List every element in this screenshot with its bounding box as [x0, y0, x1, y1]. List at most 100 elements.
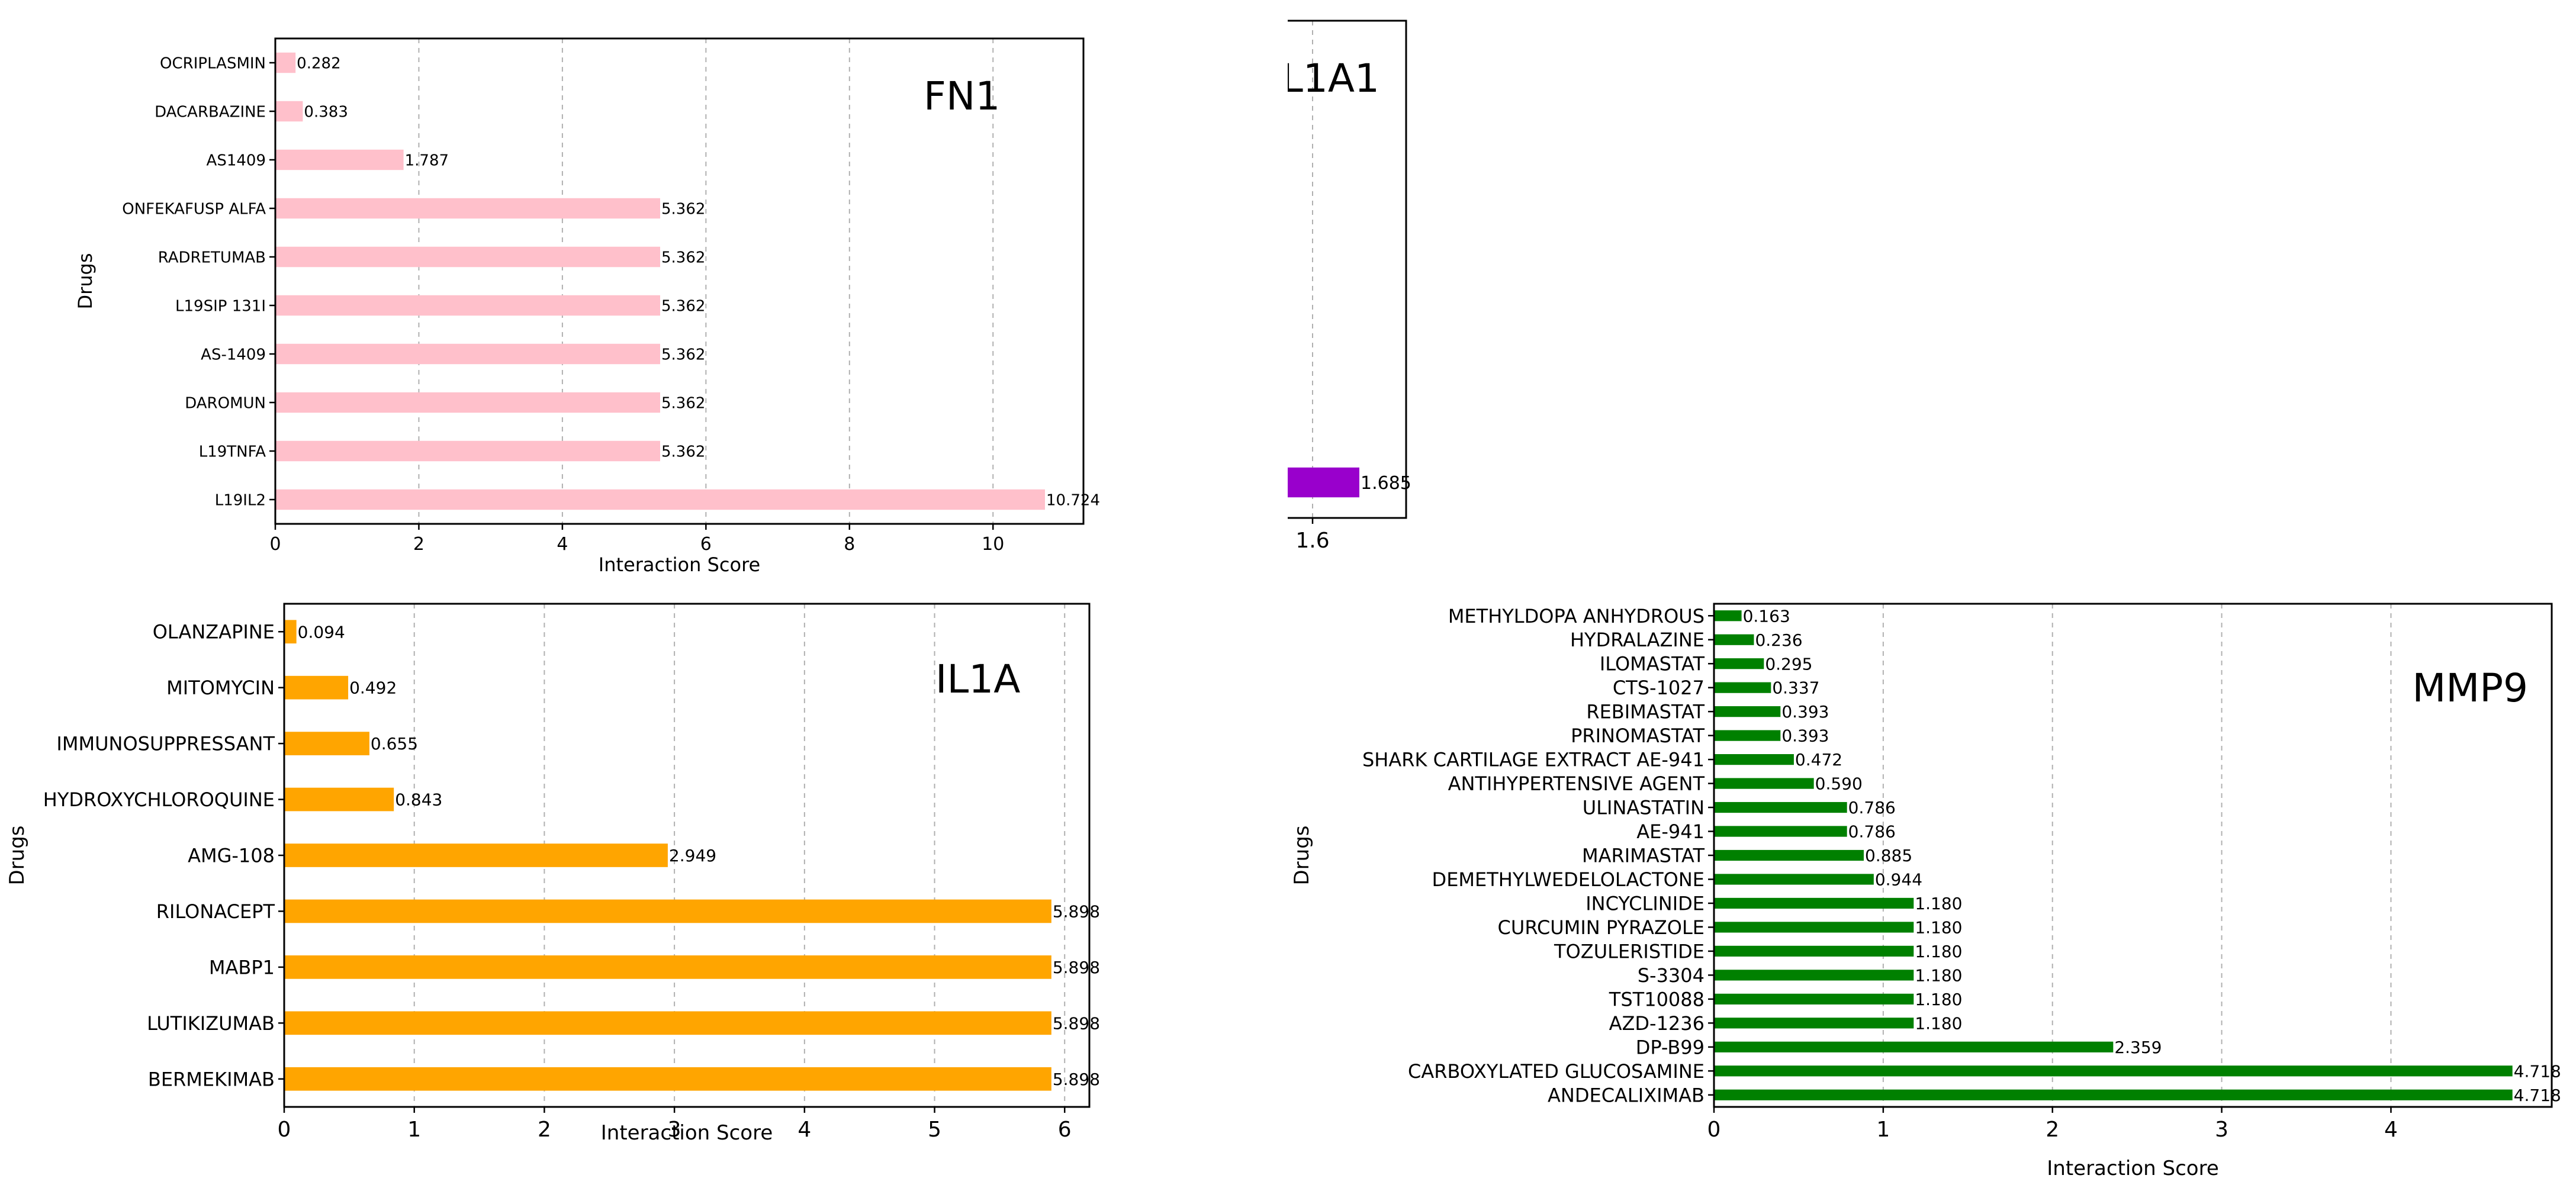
il1a-category-label: BERMEKIMAB	[148, 1068, 275, 1090]
mmp9-category-label: DP-B99	[1636, 1036, 1705, 1058]
il1a-x-tick-label: 6	[1058, 1118, 1072, 1142]
mmp9-svg: 0 1 2 3 4 METHYLDOPA ANHYDROUS 0.163 HYDRALAZIN…	[1290, 603, 2561, 1180]
fn1-bar	[275, 489, 1046, 510]
mmp9-bar	[1714, 826, 1847, 837]
mmp9-value-label: 0.590	[1815, 774, 1863, 794]
fn1-value-label: 5.362	[661, 443, 705, 461]
il1a-category-label: MABP1	[209, 956, 275, 978]
col1a1-value-label: 1.685	[1361, 473, 1411, 494]
mmp9-category-label: DEMETHYLWEDELOLACTONE	[1432, 868, 1705, 891]
mmp9-value-label: 4.718	[2514, 1061, 2561, 1081]
il1a-category-label: IMMUNOSUPPRESSANT	[56, 733, 275, 755]
mmp9-category-label: AZD-1236	[1609, 1012, 1705, 1035]
il1a-bar	[284, 675, 349, 700]
mmp9-value-label: 1.180	[1915, 965, 1962, 985]
mmp9-category-label: ULINASTATIN	[1583, 797, 1705, 819]
il1a-category-label: HYDROXYCHLOROQUINE	[43, 788, 275, 811]
mmp9-bar	[1714, 1041, 2114, 1052]
fn1-value-label: 5.362	[661, 394, 705, 412]
il1a-value-label: 0.655	[371, 734, 418, 754]
mmp9-value-label: 0.944	[1875, 870, 1922, 890]
mmp9-value-label: 1.180	[1915, 990, 1962, 1009]
mmp9-y-axis-label: Drugs	[1290, 825, 1314, 885]
mmp9-value-label: 2.359	[2114, 1038, 2162, 1057]
fn1-category-label: RADRETUMAB	[158, 249, 266, 266]
mmp9-category-label: CURCUMIN PYRAZOLE	[1498, 916, 1705, 939]
il1a-gene-label: IL1A	[935, 656, 1020, 702]
fn1-category-label: OCRIPLASMIN	[160, 54, 266, 72]
mmp9-category-label: ILOMASTAT	[1600, 653, 1705, 675]
fn1-bar	[275, 295, 661, 316]
mmp9-value-label: 1.180	[1915, 942, 1962, 961]
mmp9-value-label: 1.180	[1915, 1013, 1962, 1033]
fn1-category-label: L19IL2	[215, 491, 266, 509]
chart-il1a: 0 1 2 3 4 5 6 OLANZAPINE 0.094 MITOMYCIN 0.492 IMMU…	[0, 592, 1288, 1186]
fn1-bar	[275, 198, 661, 219]
chart-fn1: 0 2 4 6 8 10 OCRIPLASMIN 0.282 DACARBAZINE 0.383 A…	[0, 0, 1288, 592]
fn1-x-tick-label: 8	[844, 534, 855, 555]
il1a-category-label: AMG-108	[188, 845, 275, 867]
il1a-value-label: 5.898	[1053, 1013, 1100, 1033]
il1a-value-label: 2.949	[669, 846, 716, 865]
fn1-value-label: 0.383	[304, 103, 348, 121]
il1a-bar	[284, 843, 668, 867]
chart-mmp9: 0 1 2 3 4 METHYLDOPA ANHYDROUS 0.163 HYDRALAZIN…	[1288, 592, 2576, 1186]
mmp9-category-label: TST10088	[1609, 988, 1705, 1010]
il1a-bar	[284, 732, 369, 755]
col1a1-bar	[432, 467, 1360, 498]
col1a1-svg: 0.00.20.40.60.81.01.21.41.6OCRIPLASMIN0.…	[0, 20, 1411, 582]
il1a-value-label: 5.898	[1053, 1070, 1100, 1089]
mmp9-value-label: 0.236	[1755, 630, 1802, 650]
il1a-bar	[284, 620, 297, 644]
mmp9-category-label: ANDECALIXIMAB	[1548, 1084, 1705, 1106]
fn1-category-label: L19SIP 131I	[175, 297, 266, 315]
fn1-bar	[275, 440, 661, 462]
mmp9-x-tick-label: 4	[2384, 1118, 2398, 1142]
fn1-y-axis-label: Drugs	[74, 253, 97, 309]
mmp9-value-label: 0.885	[1865, 846, 1912, 865]
fn1-category-label: DACARBAZINE	[155, 103, 266, 121]
col1a1-x-tick-label: 1.6	[1295, 529, 1329, 553]
mmp9-category-label: MARIMASTAT	[1582, 845, 1705, 867]
il1a-category-label: LUTIKIZUMAB	[147, 1012, 275, 1035]
fn1-category-label: L19TNFA	[199, 443, 266, 461]
fn1-value-label: 0.282	[297, 54, 340, 72]
il1a-value-label: 5.898	[1053, 958, 1100, 977]
mmp9-category-label: CARBOXYLATED GLUCOSAMINE	[1408, 1060, 1705, 1083]
il1a-value-label: 0.492	[349, 678, 397, 698]
il1a-category-label: MITOMYCIN	[166, 677, 275, 699]
mmp9-bar	[1714, 849, 1864, 861]
fn1-plot-frame	[274, 37, 1085, 525]
fn1-bar	[275, 149, 404, 170]
fn1-gene-label: FN1	[924, 73, 1000, 119]
mmp9-category-label: S-3304	[1638, 964, 1705, 987]
mmp9-category-label: REBIMASTAT	[1586, 701, 1705, 723]
mmp9-bar	[1714, 970, 1914, 981]
fn1-value-label: 5.362	[661, 346, 705, 363]
mmp9-value-label: 1.180	[1915, 918, 1962, 938]
mmp9-category-label: INCYCLINIDE	[1586, 892, 1705, 915]
il1a-category-label: OLANZAPINE	[153, 621, 275, 643]
il1a-bar	[284, 787, 394, 812]
mmp9-bar	[1714, 754, 1794, 765]
fn1-category-label: AS-1409	[201, 346, 266, 363]
mmp9-value-label: 0.472	[1795, 750, 1842, 770]
fn1-x-tick-label: 10	[982, 534, 1004, 555]
mmp9-category-label: METHYLDOPA ANHYDROUS	[1448, 605, 1705, 627]
il1a-svg: 0 1 2 3 4 5 6 OLANZAPINE 0.094 MITOMYCIN 0.492 IMMU…	[5, 603, 1100, 1145]
il1a-x-tick-label: 5	[928, 1118, 941, 1142]
fn1-bar	[275, 343, 661, 365]
mmp9-bar	[1714, 778, 1814, 789]
mmp9-bar	[1714, 658, 1764, 669]
fn1-bar	[275, 246, 661, 268]
mmp9-plot-frame	[1713, 603, 2553, 1108]
fn1-svg: 0 2 4 6 8 10 OCRIPLASMIN 0.282 DACARBAZINE 0.383 A…	[74, 37, 1100, 576]
mmp9-bar	[1714, 922, 1914, 933]
mmp9-value-label: 0.393	[1781, 726, 1829, 746]
il1a-x-tick-label: 4	[797, 1118, 811, 1142]
il1a-x-tick-label: 3	[668, 1118, 681, 1142]
fn1-x-axis-label: Interaction Score	[599, 553, 760, 576]
fn1-category-label: DAROMUN	[185, 394, 266, 412]
mmp9-category-label: AE-941	[1636, 820, 1705, 843]
mmp9-bar	[1714, 730, 1781, 741]
